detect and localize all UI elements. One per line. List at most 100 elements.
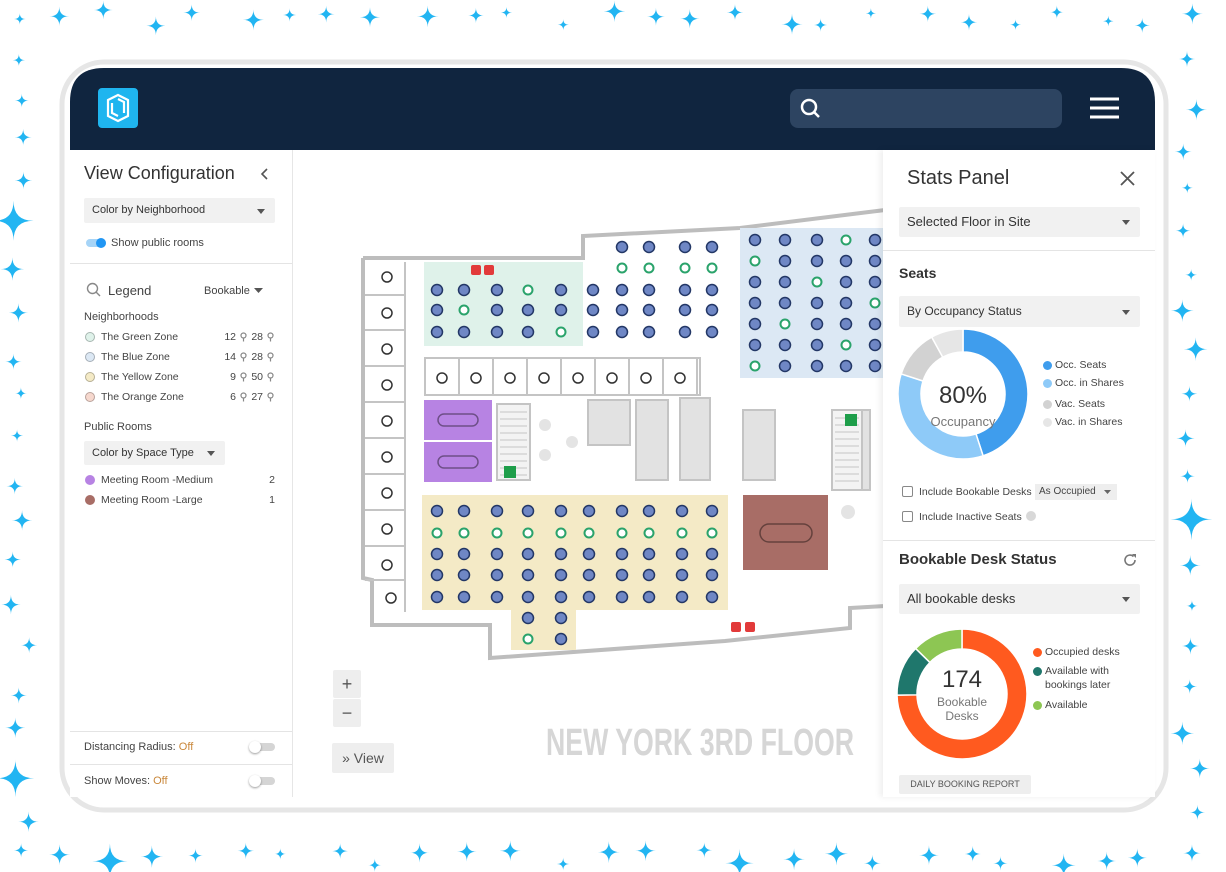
dropdown[interactable]: As Occupied — [1035, 484, 1117, 500]
legend-filter[interactable]: Bookable — [204, 285, 266, 297]
star — [4, 551, 21, 568]
seat-occupied — [521, 547, 535, 561]
divider — [883, 540, 1155, 541]
logo[interactable] — [98, 88, 138, 128]
room-pin — [640, 372, 652, 384]
search-icon — [800, 98, 818, 116]
star — [1185, 99, 1208, 121]
toggle[interactable] — [250, 777, 275, 785]
report-button[interactable]: DAILY BOOKING REPORT — [899, 775, 1031, 794]
seat-occupied — [868, 254, 882, 268]
seat-free — [555, 527, 567, 539]
seat-occupied — [705, 504, 719, 518]
zone-bookable: 9 — [230, 371, 236, 383]
zone-bookable: 14 — [224, 351, 236, 363]
safety-icon — [745, 622, 755, 632]
legend-search-icon[interactable] — [86, 282, 102, 298]
room-pin — [385, 592, 397, 604]
zone — [743, 495, 828, 570]
room-swatch — [85, 495, 95, 505]
seat-occupied — [810, 359, 824, 373]
zoom-in[interactable]: + — [333, 670, 361, 698]
seat-free — [679, 262, 691, 274]
star — [1175, 223, 1191, 239]
seat-occupied — [748, 317, 762, 331]
center-value: 174 — [941, 666, 983, 693]
seat-free — [458, 304, 470, 316]
room-pin — [381, 343, 393, 355]
star — [1, 594, 21, 615]
dropdown[interactable]: Selected Floor in Site — [899, 207, 1140, 237]
floor-name: NEW YORK 3RD FLOOR — [546, 722, 854, 764]
toggle[interactable] — [250, 743, 275, 751]
dropdown[interactable]: Color by Space Type — [84, 441, 225, 465]
seat-icon — [240, 392, 247, 402]
star — [960, 13, 978, 31]
donut-segment — [896, 628, 1028, 760]
dropdown-value: As Occupied — [1039, 486, 1096, 497]
refresh-button[interactable] — [1122, 552, 1138, 568]
star — [14, 387, 28, 400]
divider — [70, 263, 292, 264]
zoom-out[interactable]: − — [333, 699, 361, 727]
star — [964, 845, 981, 863]
view-configuration-panel — [70, 150, 293, 797]
moves-setting: Show Moves: Off — [84, 775, 168, 787]
star — [696, 842, 713, 859]
setting-label: Distancing Radius: — [84, 741, 176, 753]
room-pin — [504, 372, 516, 384]
seat-occupied — [778, 254, 792, 268]
top-bar — [70, 68, 1155, 150]
seat-occupied — [615, 283, 629, 297]
seat-occupied — [430, 504, 444, 518]
seat-occupied — [642, 283, 656, 297]
seat-free — [779, 318, 791, 330]
star — [1181, 385, 1198, 402]
menu-button[interactable] — [1090, 97, 1119, 119]
seat-occupied — [554, 303, 568, 317]
dropdown[interactable]: All bookable desks — [899, 584, 1140, 614]
star — [557, 19, 569, 31]
dropdown[interactable]: Color by Neighborhood — [84, 198, 275, 223]
star — [865, 8, 876, 19]
room-row — [424, 357, 701, 396]
setting-state: Off — [153, 775, 168, 787]
view-button[interactable]: » View — [332, 743, 394, 773]
seat-occupied — [642, 590, 656, 604]
legend-filter-label: Bookable — [204, 285, 250, 297]
seat-occupied — [490, 547, 504, 561]
star — [1183, 337, 1208, 362]
star — [1181, 182, 1193, 194]
seat-occupied — [778, 275, 792, 289]
info-icon[interactable] — [1026, 511, 1036, 521]
seat-free — [840, 234, 852, 246]
divider — [883, 250, 1155, 251]
star — [92, 843, 128, 872]
legend-swatch — [1033, 667, 1042, 676]
dropdown[interactable]: By Occupancy Status — [899, 296, 1140, 327]
star — [0, 200, 34, 241]
room-pin — [381, 415, 393, 427]
toggle-knob — [249, 775, 261, 787]
checkbox[interactable] — [902, 511, 913, 522]
center-value: 80% — [938, 382, 988, 409]
zone-swatch — [85, 352, 95, 362]
close-button[interactable] — [1120, 171, 1135, 186]
checkbox[interactable] — [902, 486, 913, 497]
star — [49, 844, 71, 866]
setting-state: Off — [178, 741, 194, 753]
seat-occupied — [778, 359, 792, 373]
legend-swatch — [1043, 379, 1052, 388]
room-pin — [436, 372, 448, 384]
seat-occupied — [810, 317, 824, 331]
star — [242, 9, 264, 31]
seat-occupied — [554, 504, 568, 518]
star — [282, 8, 297, 22]
wall — [363, 208, 886, 260]
seat-occupied — [839, 317, 853, 331]
search-box[interactable] — [790, 89, 1062, 128]
star — [5, 717, 26, 738]
seat-free — [616, 527, 628, 539]
collapse-button[interactable] — [260, 168, 270, 180]
